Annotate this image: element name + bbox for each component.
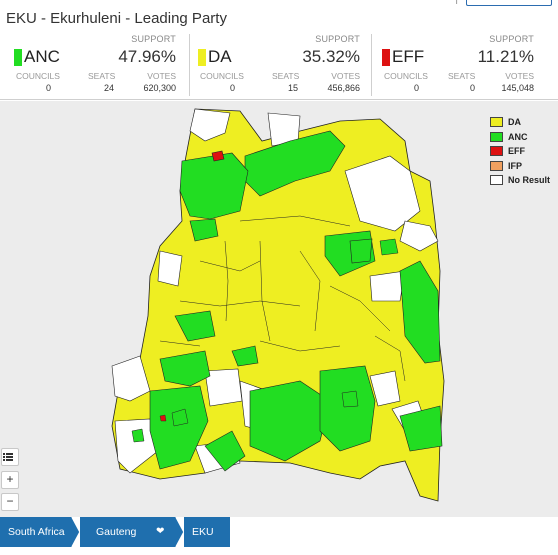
map-region-no-result bbox=[399, 220, 439, 252]
legend-item-no-result: No Result bbox=[490, 173, 550, 188]
map-region-anc bbox=[249, 380, 331, 462]
layers-button[interactable] bbox=[1, 448, 19, 466]
legend-label: ANC bbox=[508, 131, 528, 142]
map-region-anc bbox=[179, 152, 249, 220]
votes-value: 145,048 bbox=[501, 83, 534, 93]
search-input[interactable] bbox=[466, 0, 552, 6]
councils-label: COUNCILS bbox=[16, 71, 60, 81]
top-toolbar: · · · | bbox=[0, 0, 558, 8]
party-summary: SUPPORT ANC 47.96% COUNCILS SEATS VOTES … bbox=[0, 32, 558, 100]
map-region-no-result bbox=[111, 355, 151, 402]
votes-label: VOTES bbox=[331, 71, 360, 81]
party-name: EFF bbox=[392, 47, 425, 66]
seats-value: 15 bbox=[288, 83, 299, 93]
map-region-eff bbox=[211, 150, 225, 162]
map-region-eff bbox=[159, 414, 167, 422]
councils-label: COUNCILS bbox=[384, 71, 428, 81]
legend-swatch bbox=[490, 175, 503, 186]
map-region-anc bbox=[341, 390, 359, 408]
map-region-no-result bbox=[344, 155, 421, 232]
breadcrumb-item-eku[interactable]: EKU bbox=[184, 517, 230, 547]
map-region-anc bbox=[171, 408, 189, 427]
zoom-out-button[interactable]: − bbox=[1, 493, 19, 511]
map-region-anc bbox=[174, 310, 216, 342]
map-region-anc bbox=[399, 405, 443, 452]
support-label: SUPPORT bbox=[489, 34, 534, 44]
map-region-no-result bbox=[189, 108, 231, 142]
map-canvas[interactable]: DA ANC EFF IFP No Result + − bbox=[0, 101, 558, 517]
councils-value: 0 bbox=[414, 83, 420, 93]
breadcrumb-item-gauteng[interactable]: Gauteng ❤ bbox=[80, 517, 176, 547]
map-region-anc bbox=[204, 430, 246, 472]
breadcrumb-separator-icon bbox=[70, 517, 80, 547]
party-support: 11.21% bbox=[477, 47, 534, 66]
party-card-eff: SUPPORT EFF 11.21% COUNCILS SEATS VOTES … bbox=[378, 32, 540, 98]
breadcrumb: South Africa Gauteng ❤ EKU bbox=[0, 517, 230, 547]
support-label: SUPPORT bbox=[131, 34, 176, 44]
toolbar-partial-text: · · · | bbox=[437, 0, 458, 5]
party-color-swatch bbox=[198, 49, 206, 66]
heart-chevron-icon[interactable]: ❤ bbox=[156, 526, 165, 537]
legend-label: No Result bbox=[508, 175, 551, 186]
legend-swatch bbox=[490, 146, 503, 157]
ward-boundaries bbox=[159, 215, 406, 382]
list-icon bbox=[3, 453, 13, 461]
map-region-anc bbox=[319, 365, 376, 452]
councils-value: 0 bbox=[46, 83, 52, 93]
map-region-anc bbox=[349, 238, 373, 264]
party-card-anc: SUPPORT ANC 47.96% COUNCILS SEATS VOTES … bbox=[10, 32, 182, 98]
councils-label: COUNCILS bbox=[200, 71, 244, 81]
breadcrumb-separator-icon bbox=[174, 517, 184, 547]
party-support: 47.96% bbox=[118, 47, 176, 66]
seats-value: 24 bbox=[104, 83, 115, 93]
legend-swatch bbox=[490, 131, 503, 142]
map-region-no-result bbox=[114, 418, 159, 474]
party-name: ANC bbox=[24, 47, 60, 66]
legend-item-eff: EFF bbox=[490, 144, 550, 159]
map-region-anc bbox=[379, 238, 399, 256]
party-color-swatch bbox=[382, 49, 390, 66]
breadcrumb-label: Gauteng bbox=[96, 526, 137, 538]
map-region-no-result bbox=[204, 368, 243, 407]
votes-label: VOTES bbox=[505, 71, 534, 81]
zoom-in-button[interactable]: + bbox=[1, 471, 19, 489]
page-title: EKU - Ekurhuleni - Leading Party bbox=[6, 10, 227, 27]
party-name: DA bbox=[208, 47, 232, 66]
support-label: SUPPORT bbox=[315, 34, 360, 44]
legend-swatch bbox=[490, 160, 503, 171]
map-region-no-result bbox=[157, 250, 183, 287]
votes-value: 620,300 bbox=[143, 83, 176, 93]
map-legend: DA ANC EFF IFP No Result bbox=[490, 115, 550, 188]
seats-label: SEATS bbox=[272, 71, 300, 81]
seats-value: 0 bbox=[470, 83, 476, 93]
map-region-no-result bbox=[369, 370, 401, 407]
legend-label: DA bbox=[508, 117, 521, 128]
map-region-anc bbox=[244, 130, 346, 197]
seats-label: SEATS bbox=[88, 71, 116, 81]
map-region-anc bbox=[189, 218, 219, 242]
votes-label: VOTES bbox=[147, 71, 176, 81]
legend-swatch bbox=[490, 117, 503, 128]
summary-divider bbox=[189, 34, 190, 96]
party-color-swatch bbox=[14, 49, 22, 66]
map-region-anc bbox=[131, 428, 145, 443]
party-support: 35.32% bbox=[302, 47, 360, 66]
legend-label: EFF bbox=[508, 146, 525, 157]
map-region-no-result bbox=[369, 270, 406, 302]
legend-item-da: DA bbox=[490, 115, 550, 130]
summary-divider bbox=[371, 34, 372, 96]
map-region-anc bbox=[399, 260, 441, 364]
legend-label: IFP bbox=[508, 160, 523, 171]
councils-value: 0 bbox=[230, 83, 236, 93]
legend-item-ifp: IFP bbox=[490, 159, 550, 174]
map-region-anc bbox=[159, 350, 211, 387]
votes-value: 456,866 bbox=[327, 83, 360, 93]
breadcrumb-item-south-africa[interactable]: South Africa bbox=[0, 517, 72, 547]
map-region-anc bbox=[149, 385, 209, 470]
municipality-map[interactable] bbox=[0, 101, 558, 517]
seats-label: SEATS bbox=[448, 71, 476, 81]
legend-item-anc: ANC bbox=[490, 130, 550, 145]
party-card-da: SUPPORT DA 35.32% COUNCILS SEATS VOTES 0… bbox=[194, 32, 366, 98]
map-region-anc bbox=[231, 345, 259, 367]
